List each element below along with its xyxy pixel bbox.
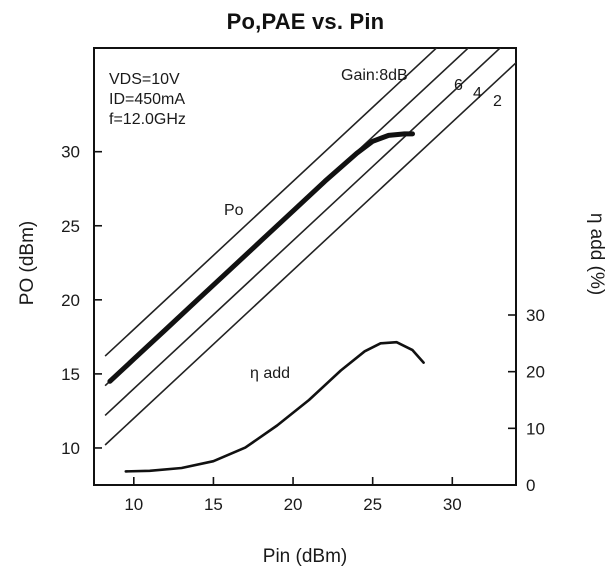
po-curve-label: Po [224,202,244,219]
x-tick-label-3: 25 [363,495,382,514]
gain-line-8db [104,48,438,357]
x-tick-label-4: 30 [443,495,462,514]
condition-vds: VDS=10V [109,71,180,88]
condition-id: ID=450mA [109,91,185,108]
y-right-tick-label-1: 10 [526,419,545,438]
po-curve [107,131,415,384]
y-right-axis-label: η add (%) [586,213,607,295]
y-left-tick-label-2: 20 [61,291,80,310]
plot-frame [93,47,517,486]
gain-label-4: 4 [473,85,482,102]
x-tick-label-0: 10 [124,495,143,514]
pae-curve-label: η add [250,365,290,382]
gain-line-4db [104,48,502,416]
chart-title: Po,PAE vs. Pin [226,9,385,34]
y-right-tick-label-3: 30 [526,306,545,325]
x-tick-label-1: 15 [204,495,223,514]
condition-freq: f=12.0GHz [109,111,186,128]
y-left-tick-label-3: 25 [61,217,80,236]
tick-layer: 10 15 20 25 30 10 15 20 25 30 0 10 20 30 [61,143,545,514]
y-left-tick-label-1: 15 [61,365,80,384]
y-right-tick-label-0: 0 [526,476,535,495]
y-left-tick-label-0: 10 [61,439,80,458]
y-left-tick-label-4: 30 [61,143,80,162]
gain-line-2db [104,62,516,446]
y-right-tick-label-2: 20 [526,363,545,382]
x-axis-label: Pin (dBm) [263,546,347,567]
gain-lines [104,48,516,446]
series-layer [107,131,425,473]
x-tick-label-2: 20 [284,495,303,514]
y-left-axis-label: PO (dBm) [17,221,38,305]
gain-label-6: 6 [454,77,463,94]
gain-label-2: 2 [493,93,502,110]
pae-curve [124,340,425,473]
gain-label-8db: Gain:8dB [341,67,408,84]
